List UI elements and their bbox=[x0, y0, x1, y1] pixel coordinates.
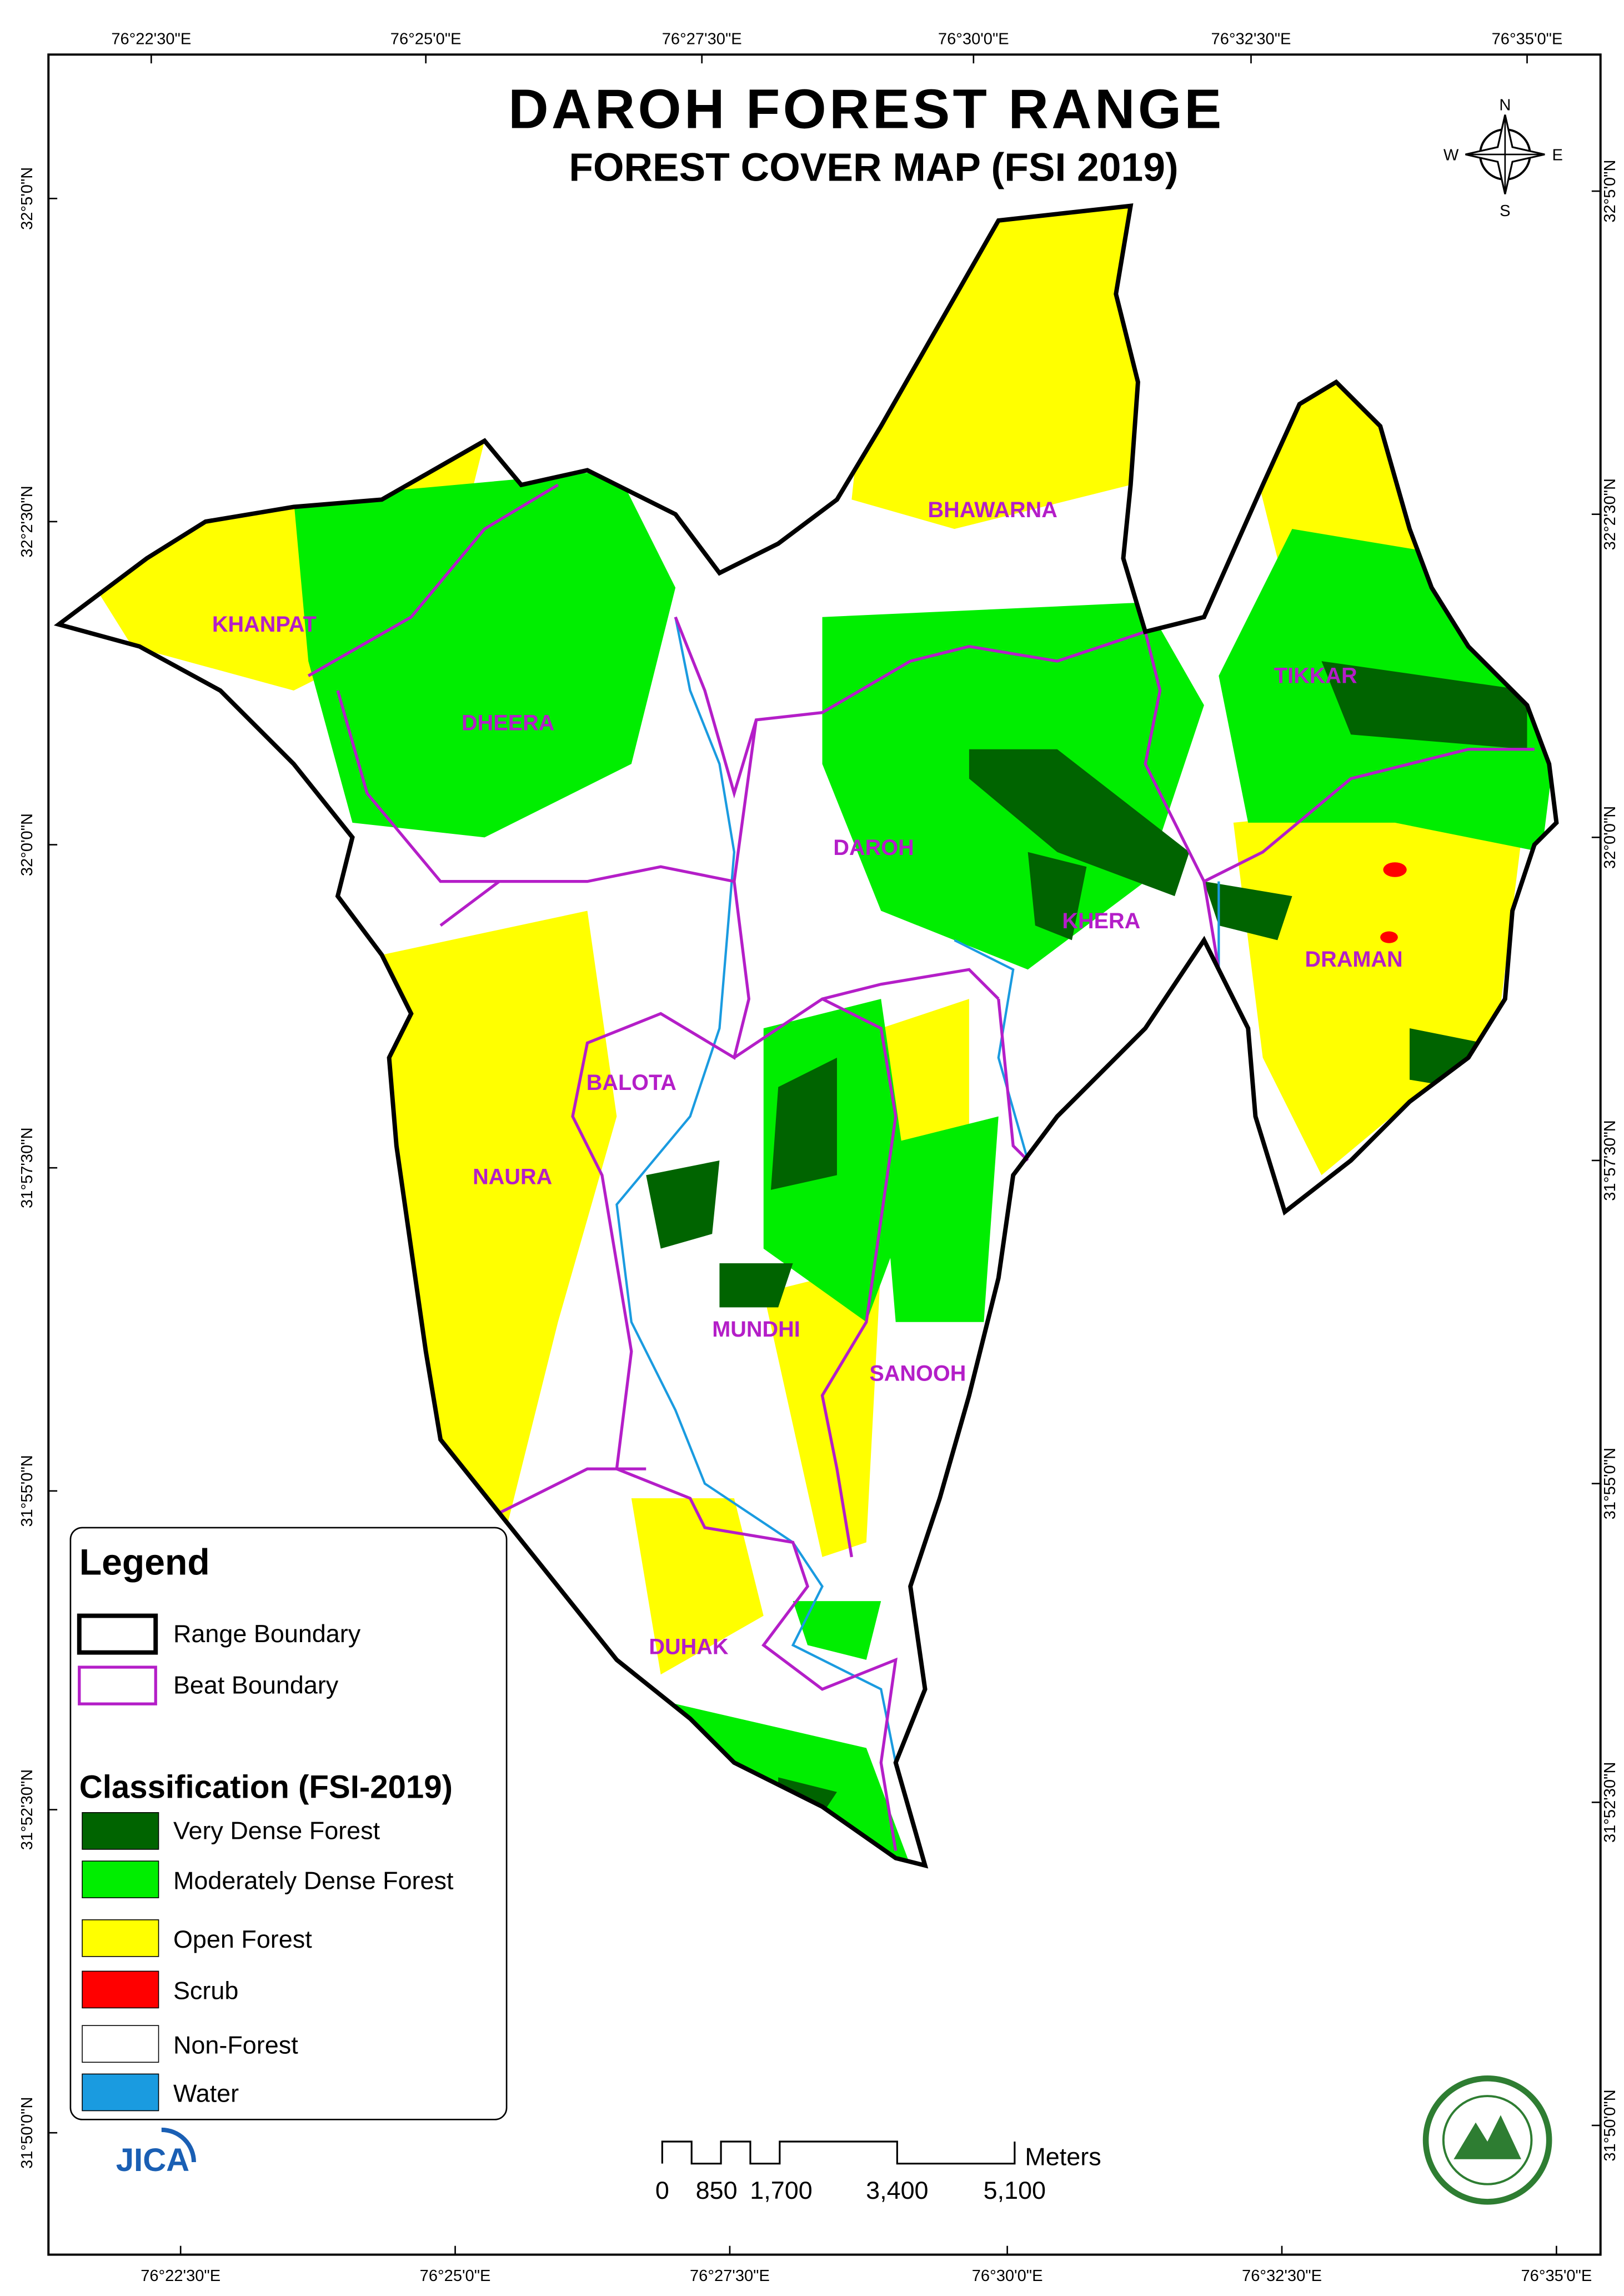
latitude-label: 32°0'0"N bbox=[18, 813, 36, 876]
scale-label: 5,100 bbox=[984, 2176, 1046, 2204]
legend: Legend Range Boundary Beat Boundary Clas… bbox=[69, 1527, 508, 2120]
longitude-label: 76°32'30"E bbox=[1242, 2267, 1322, 2285]
legend-label: Range Boundary bbox=[173, 1619, 361, 1648]
longitude-label: 76°30'0"E bbox=[972, 2267, 1043, 2285]
north-arrow: N S E W bbox=[1443, 97, 1563, 220]
beat-label: KHERA bbox=[1062, 909, 1140, 933]
scale-label: 3,400 bbox=[866, 2176, 928, 2204]
latitude-label: 31°50'0"N bbox=[1601, 2089, 1619, 2161]
range-boundary bbox=[53, 203, 1559, 1869]
compass-label: S bbox=[1500, 202, 1510, 220]
latitude-label: 32°0'0"N bbox=[1601, 806, 1619, 869]
longitude-label: 76°35'0"E bbox=[1521, 2267, 1592, 2285]
latitude-label: 31°52'30"N bbox=[1601, 1762, 1619, 1843]
longitude-label: 76°25'0"E bbox=[420, 2267, 491, 2285]
legend-label: Moderately Dense Forest bbox=[173, 1866, 454, 1894]
longitude-label: 76°25'0"E bbox=[390, 31, 462, 48]
beat-label: DAROH bbox=[833, 836, 914, 860]
latitude-label: 31°52'30"N bbox=[18, 1769, 36, 1850]
legend-label: Scrub bbox=[173, 1977, 238, 2005]
compass-label: N bbox=[1499, 97, 1511, 114]
latitude-label: 31°55'0"N bbox=[18, 1455, 36, 1527]
scale-label: 1,700 bbox=[750, 2176, 812, 2204]
legend-label: Very Dense Forest bbox=[173, 1816, 380, 1844]
beat-label: BALOTA bbox=[587, 1071, 676, 1095]
compass-label: E bbox=[1552, 147, 1562, 164]
latitude-label: 31°55'0"N bbox=[1601, 1448, 1619, 1519]
logo-text: JICA bbox=[116, 2142, 190, 2178]
jica-logo: JICA bbox=[116, 2127, 196, 2178]
compass-label: W bbox=[1443, 147, 1459, 164]
longitude-label: 76°35'0"E bbox=[1492, 31, 1563, 48]
legend-label: Water bbox=[173, 2079, 239, 2108]
legend-label: Beat Boundary bbox=[173, 1671, 339, 1699]
longitude-label: 76°22'30"E bbox=[141, 2267, 220, 2285]
beat-label: DUHAK bbox=[649, 1634, 729, 1659]
latitude-label: 31°57'30"N bbox=[18, 1127, 36, 1208]
latitude-label: 32°5'0"N bbox=[18, 167, 36, 230]
latitude-label: 31°57'30"N bbox=[1601, 1120, 1619, 1201]
beat-label: KHANPAT bbox=[212, 612, 317, 637]
department-logo bbox=[1422, 2075, 1552, 2205]
legend-title: Legend bbox=[79, 1542, 210, 1583]
beat-label: DRAMAN bbox=[1305, 947, 1402, 972]
longitude-label: 76°22'30"E bbox=[111, 31, 191, 48]
longitude-label: 76°32'30"E bbox=[1211, 31, 1291, 48]
beat-boundaries bbox=[307, 483, 1535, 1851]
longitude-label: 76°30'0"E bbox=[938, 31, 1009, 48]
latitude-label: 32°2'30"N bbox=[1601, 478, 1619, 550]
graticule-labels: 76°22'30"E 76°22'30"E 76°25'0"E 76°25'0"E 76… bbox=[18, 31, 1619, 2285]
longitude-label: 76°27'30"E bbox=[690, 2267, 770, 2285]
scale-label: 0 bbox=[655, 2176, 669, 2204]
latitude-label: 32°5'0"N bbox=[1601, 159, 1619, 222]
legend-label: Open Forest bbox=[173, 1925, 312, 1953]
beat-label: MUNDHI bbox=[712, 1317, 800, 1342]
scale-label: 850 bbox=[696, 2176, 738, 2204]
legend-subtitle: Classification (FSI-2019) bbox=[79, 1769, 453, 1805]
scale-bar: 0 850 1,700 3,400 5,100 Meters bbox=[655, 2140, 1101, 2204]
map-title: DAROH FOREST RANGE bbox=[508, 78, 1224, 140]
beat-label: NAURA bbox=[473, 1164, 552, 1189]
latitude-label: 31°50'0"N bbox=[18, 2097, 36, 2168]
longitude-label: 76°27'30"E bbox=[662, 31, 742, 48]
beat-label: BHAWARNA bbox=[928, 498, 1057, 522]
latitude-label: 32°2'30"N bbox=[18, 486, 36, 557]
scale-unit: Meters bbox=[1025, 2142, 1101, 2170]
beat-label: SANOOH bbox=[869, 1362, 966, 1386]
map-subtitle: FOREST COVER MAP (FSI 2019) bbox=[569, 146, 1178, 190]
beat-label: TIKKAR bbox=[1274, 664, 1357, 688]
legend-label: Non-Forest bbox=[173, 2030, 298, 2059]
beat-label: DHEERA bbox=[462, 711, 554, 735]
